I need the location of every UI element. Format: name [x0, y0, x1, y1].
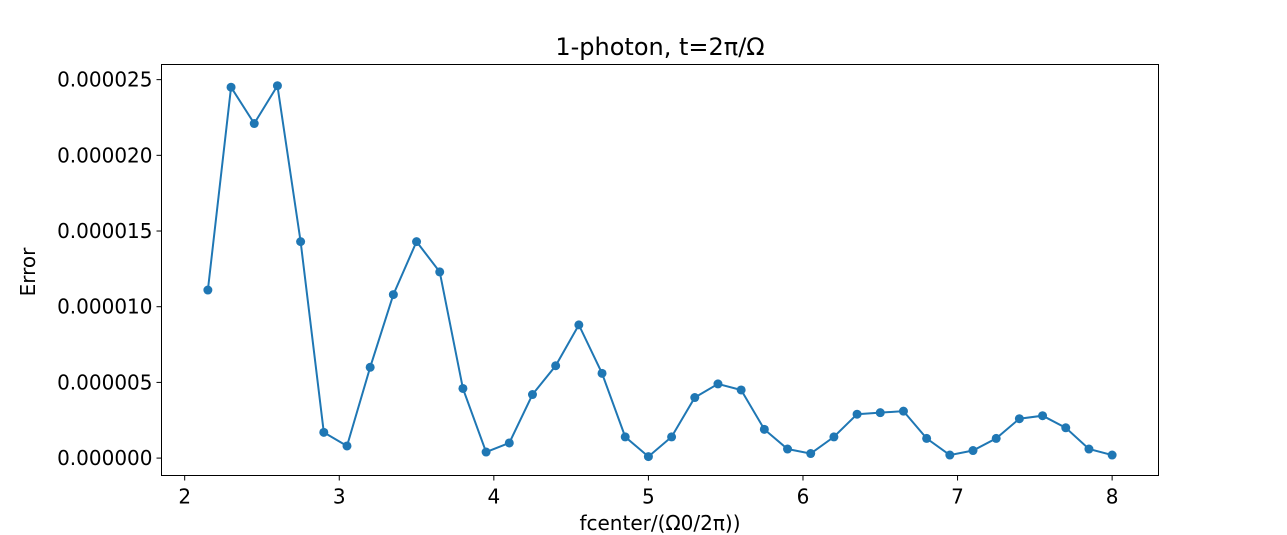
data-point: [504, 438, 514, 448]
data-point: [551, 361, 561, 371]
x-tick-label: 5: [642, 485, 655, 509]
plot-frame: [161, 64, 1159, 476]
data-point: [272, 81, 282, 91]
data-point: [1014, 414, 1024, 424]
data-point: [829, 432, 839, 442]
data-point: [806, 449, 816, 459]
x-tick-label: 6: [797, 485, 810, 509]
data-point: [713, 379, 723, 389]
data-point: [852, 409, 862, 419]
data-point: [968, 446, 978, 456]
data-point: [922, 433, 932, 443]
data-point: [875, 408, 885, 418]
data-point: [759, 424, 769, 434]
data-point: [365, 362, 375, 372]
data-point: [945, 450, 955, 460]
data-point: [435, 267, 445, 277]
data-point: [527, 390, 537, 400]
data-point: [597, 368, 607, 378]
x-tick-label: 8: [1106, 485, 1119, 509]
y-tick-label: 0.000005: [57, 370, 152, 394]
data-point: [690, 393, 700, 403]
series-markers: [203, 81, 1117, 462]
y-tick-label: 0.000015: [57, 219, 152, 243]
data-point: [620, 432, 630, 442]
x-tick-label: 2: [178, 485, 191, 509]
data-point: [667, 432, 677, 442]
data-point: [1084, 444, 1094, 454]
y-tick-label: 0.000010: [57, 295, 152, 319]
x-axis-label: fcenter/(Ω0/2π)): [579, 511, 740, 535]
chart-title: 1-photon, t=2π/Ω: [555, 33, 764, 61]
data-point: [991, 433, 1001, 443]
data-point: [1107, 450, 1117, 460]
data-point: [226, 82, 236, 92]
data-point: [736, 385, 746, 395]
y-tick-label: 0.000020: [57, 143, 152, 167]
data-point: [1061, 423, 1071, 433]
x-tick-label: 3: [333, 485, 346, 509]
data-point: [296, 237, 306, 247]
y-axis: 0.000000 0.000005 0.000010 0.000015 0.000020…: [57, 68, 162, 470]
y-tick-label: 0.000025: [57, 68, 152, 92]
x-axis: 2 3 4 5 6 7 8: [178, 475, 1119, 509]
data-point: [203, 285, 213, 295]
data-point: [643, 452, 653, 462]
data-point: [388, 290, 398, 300]
data-point: [249, 119, 259, 129]
data-point: [898, 406, 908, 416]
x-tick-label: 4: [487, 485, 500, 509]
data-point: [1038, 411, 1048, 421]
y-tick-label: 0.000000: [57, 446, 152, 470]
data-point: [574, 320, 584, 330]
data-point: [458, 383, 468, 393]
data-point: [481, 447, 491, 457]
x-tick-label: 7: [951, 485, 964, 509]
data-point: [319, 427, 329, 437]
series-line: [206, 82, 1113, 458]
data-point: [342, 441, 352, 451]
y-axis-label: Error: [16, 247, 40, 297]
data-point: [783, 444, 793, 454]
data-point: [412, 237, 422, 247]
